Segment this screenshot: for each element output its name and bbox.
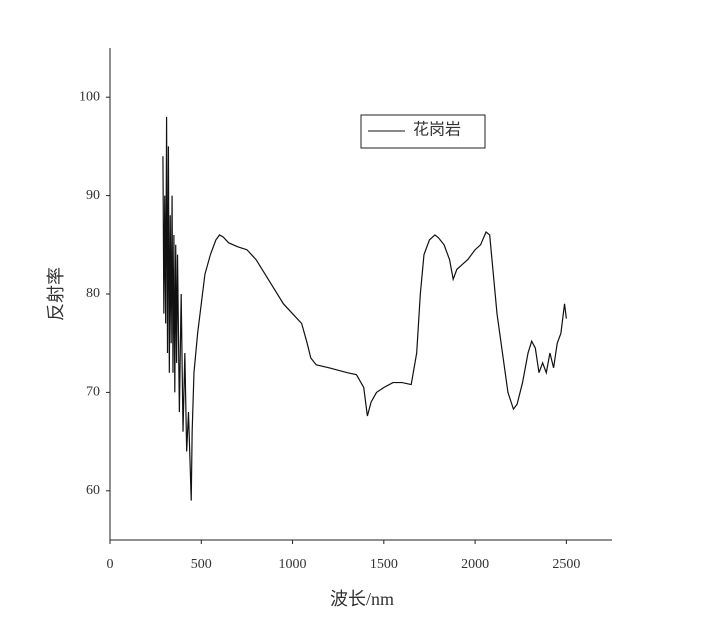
data-line xyxy=(162,116,567,501)
y-tick-label: 90 xyxy=(86,188,100,203)
legend-label: 花岗岩 xyxy=(413,121,461,139)
x-tick-label: 0 xyxy=(107,557,114,572)
x-tick-label: 2500 xyxy=(552,557,580,572)
x-tick-label: 1000 xyxy=(279,557,307,572)
x-tick-label: 2000 xyxy=(461,557,489,572)
y-tick-label: 80 xyxy=(86,286,100,301)
y-axis-label: 反射率 xyxy=(46,267,66,321)
x-tick-label: 1500 xyxy=(370,557,398,572)
y-tick-label: 100 xyxy=(79,89,100,104)
x-axis-label: 波长/nm xyxy=(330,589,394,609)
y-tick-label: 70 xyxy=(86,385,100,400)
x-tick-label: 500 xyxy=(191,557,212,572)
y-tick-label: 60 xyxy=(86,483,100,498)
